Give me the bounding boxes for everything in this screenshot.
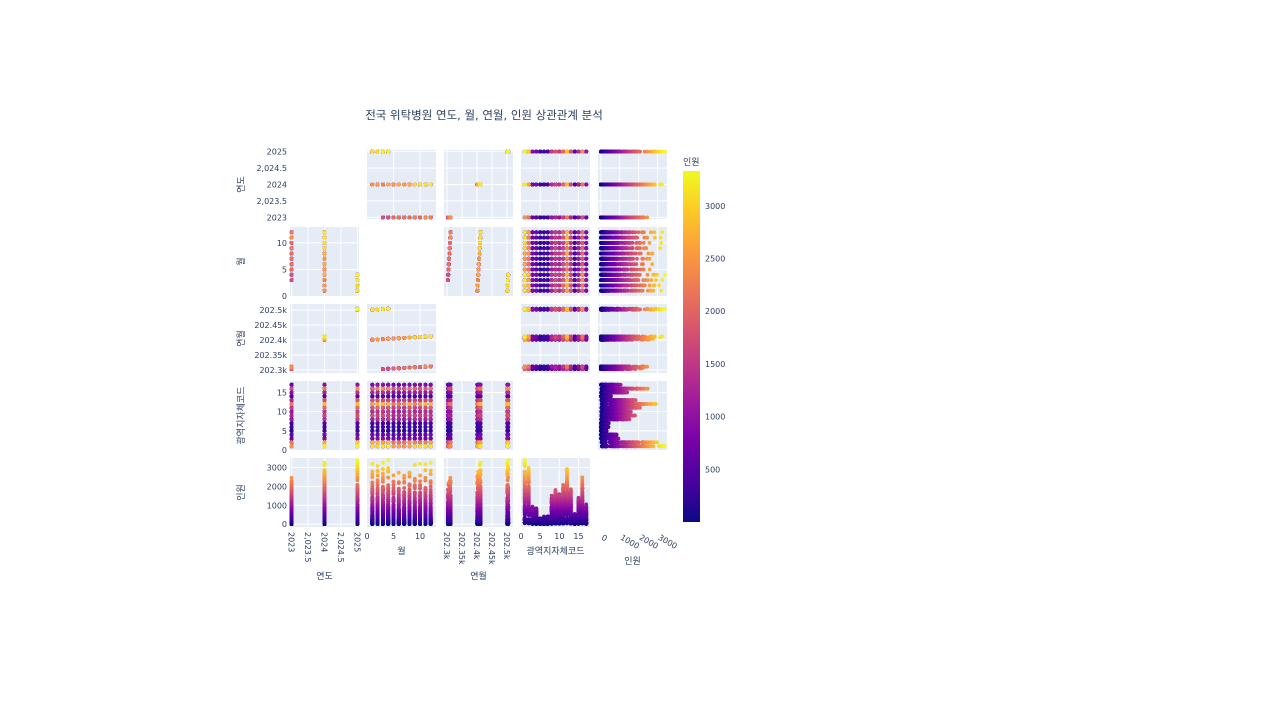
data-point [423,215,428,220]
data-point [418,215,422,220]
data-point [375,149,380,154]
data-point [381,215,385,220]
data-point [423,182,428,187]
data-point [381,149,385,154]
data-point [386,182,391,187]
data-point [386,149,391,154]
data-point [428,215,433,220]
data-point [370,149,375,154]
data-point [396,215,401,220]
data-point [412,215,417,220]
panel-연도-vs-광역지자체코드 [521,149,590,220]
data-point [402,215,407,220]
data-point [402,182,407,187]
data-point [391,182,396,187]
data-point [448,215,453,220]
data-point [391,215,396,220]
panel-연도-vs-월 [367,149,436,220]
data-point [386,215,391,220]
data-point [418,182,422,187]
data-point [370,182,375,187]
data-point [375,182,380,187]
panel-연도-vs-연월 [444,149,513,220]
data-point [396,182,401,187]
data-point [478,182,483,187]
data-point [428,182,433,187]
data-point [412,182,417,187]
panel-grid: 20232,023.520242,024.52025연도0510월202.3k2… [235,148,679,582]
data-point [407,215,412,220]
data-point [506,149,511,154]
chart-title: 전국 위탁병원 연도, 월, 연월, 인원 상관관계 분석 [365,108,603,122]
data-point [381,182,385,187]
data-point [407,182,412,187]
